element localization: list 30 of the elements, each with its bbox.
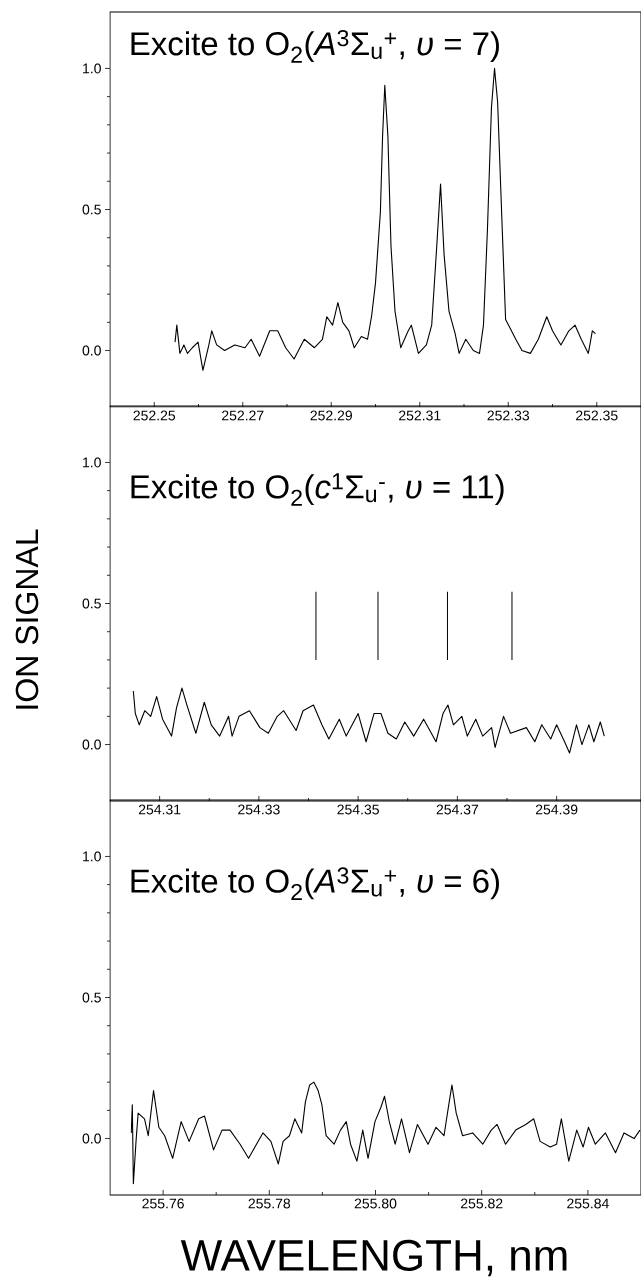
y-tick-label: 0.0: [82, 1133, 101, 1144]
x-tick-label: 255.84: [567, 1198, 609, 1209]
x-tick-label: 255.82: [461, 1198, 503, 1209]
x-tick-label: 254.35: [337, 804, 379, 815]
x-tick-label: 252.29: [310, 410, 352, 421]
x-axis-title: WAVELENGTH, nm: [180, 1239, 567, 1277]
y-tick-label: 0.5: [82, 992, 101, 1003]
y-tick-label: 1.0: [83, 851, 101, 862]
y-tick-label: 1.0: [83, 457, 101, 468]
chart-title: Excite to O$_{2}$(A$^{3}$Σ$_{u}$$^{+}$, υ = 7): [131, 29, 499, 63]
y-tick-label: 1.0: [83, 63, 101, 74]
chart-title: Excite to O$_{2}$(c$^{1}$Σ$_{u}$$^{-}$, υ = 11): [131, 473, 504, 506]
x-tick-label: 254.39: [535, 804, 578, 815]
x-tick-label: 252.27: [222, 410, 264, 421]
x-tick-label: 255.78: [248, 1198, 291, 1209]
chart-title: Excite to O$_{2}$(A$^{3}$Σ$_{u}$$^{+}$, υ = 6): [131, 867, 499, 901]
x-tick-label: 255.80: [354, 1198, 397, 1209]
x-tick-label: 252.35: [576, 410, 618, 421]
y-tick-label: 0.5: [82, 598, 101, 609]
x-tick-label: 252.25: [133, 410, 176, 421]
x-tick-label: 254.31: [138, 804, 181, 815]
y-tick-label: 0.0: [82, 739, 101, 750]
y-axis-title: ION SIGNAL: [15, 529, 39, 709]
x-tick-label: 252.33: [487, 410, 530, 421]
x-tick-label: 254.33: [238, 804, 280, 815]
y-tick-label: 0.5: [82, 204, 101, 215]
x-tick-label: 255.76: [142, 1198, 184, 1209]
x-tick-label: 252.31: [399, 410, 441, 421]
y-tick-label: 0.0: [82, 345, 101, 356]
x-tick-label: 254.37: [436, 804, 479, 815]
